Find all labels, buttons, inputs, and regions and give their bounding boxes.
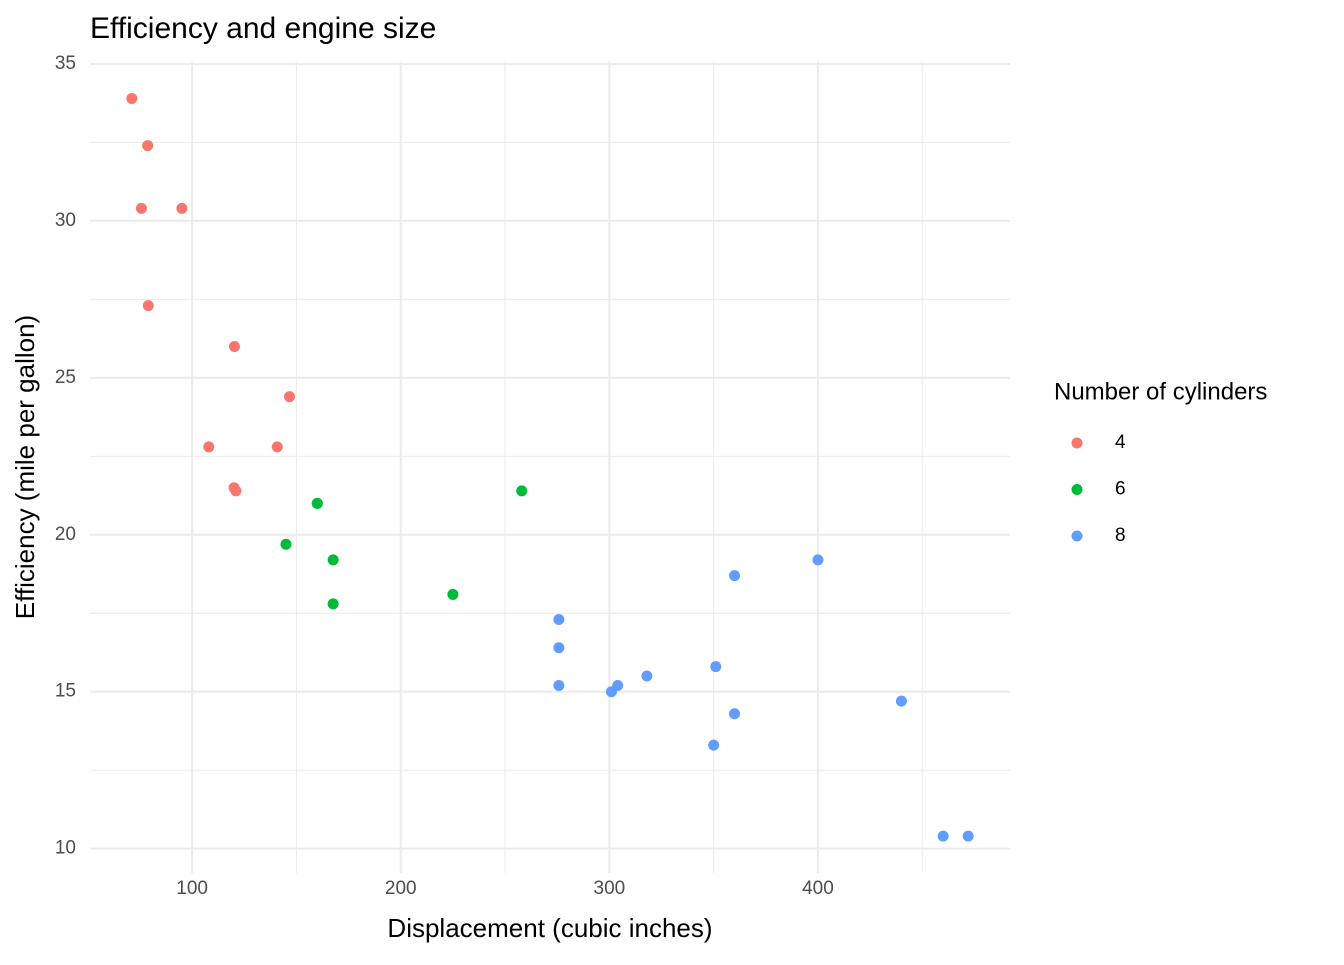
chart-title: Efficiency and engine size	[90, 12, 436, 45]
point	[142, 140, 154, 152]
y-tick-label: 30	[55, 210, 76, 231]
x-tick-label: 400	[802, 878, 834, 899]
point	[937, 830, 949, 842]
point	[271, 441, 283, 453]
point	[142, 300, 154, 312]
point	[729, 708, 741, 720]
legend-key	[1071, 530, 1083, 542]
point	[895, 695, 907, 707]
point	[729, 570, 741, 582]
point	[176, 202, 188, 214]
grid	[90, 61, 1010, 873]
point	[228, 340, 240, 352]
point	[962, 830, 974, 842]
point	[327, 554, 339, 566]
point	[230, 485, 242, 497]
point	[135, 202, 147, 214]
legend-label: 8	[1115, 525, 1126, 546]
point	[812, 554, 824, 566]
point	[203, 441, 215, 453]
point	[327, 598, 339, 610]
point	[553, 642, 565, 654]
point	[280, 538, 292, 550]
point	[447, 588, 459, 600]
point	[641, 670, 653, 682]
point	[605, 686, 617, 698]
point	[553, 614, 565, 626]
point	[553, 679, 565, 691]
point	[284, 391, 296, 403]
point	[126, 92, 138, 104]
y-tick-label: 25	[55, 367, 76, 388]
x-tick-label: 100	[176, 878, 208, 899]
point	[311, 497, 323, 509]
legend-label: 4	[1115, 432, 1126, 453]
x-axis-title: Displacement (cubic inches)	[387, 913, 712, 943]
legend-label: 6	[1115, 479, 1126, 500]
y-tick-label: 10	[55, 838, 76, 859]
y-axis-title: Efficiency (mile per gallon)	[10, 315, 40, 619]
point	[708, 739, 720, 751]
legend-key	[1071, 484, 1083, 495]
point	[516, 485, 528, 497]
y-tick-label: 20	[55, 524, 76, 545]
y-tick-label: 35	[55, 53, 76, 74]
point	[710, 661, 722, 673]
x-tick-label: 300	[594, 878, 626, 899]
y-tick-label: 15	[55, 681, 76, 702]
legend-title: Number of cylinders	[1054, 378, 1267, 405]
legend-key	[1071, 437, 1083, 449]
x-tick-label: 200	[385, 878, 417, 899]
